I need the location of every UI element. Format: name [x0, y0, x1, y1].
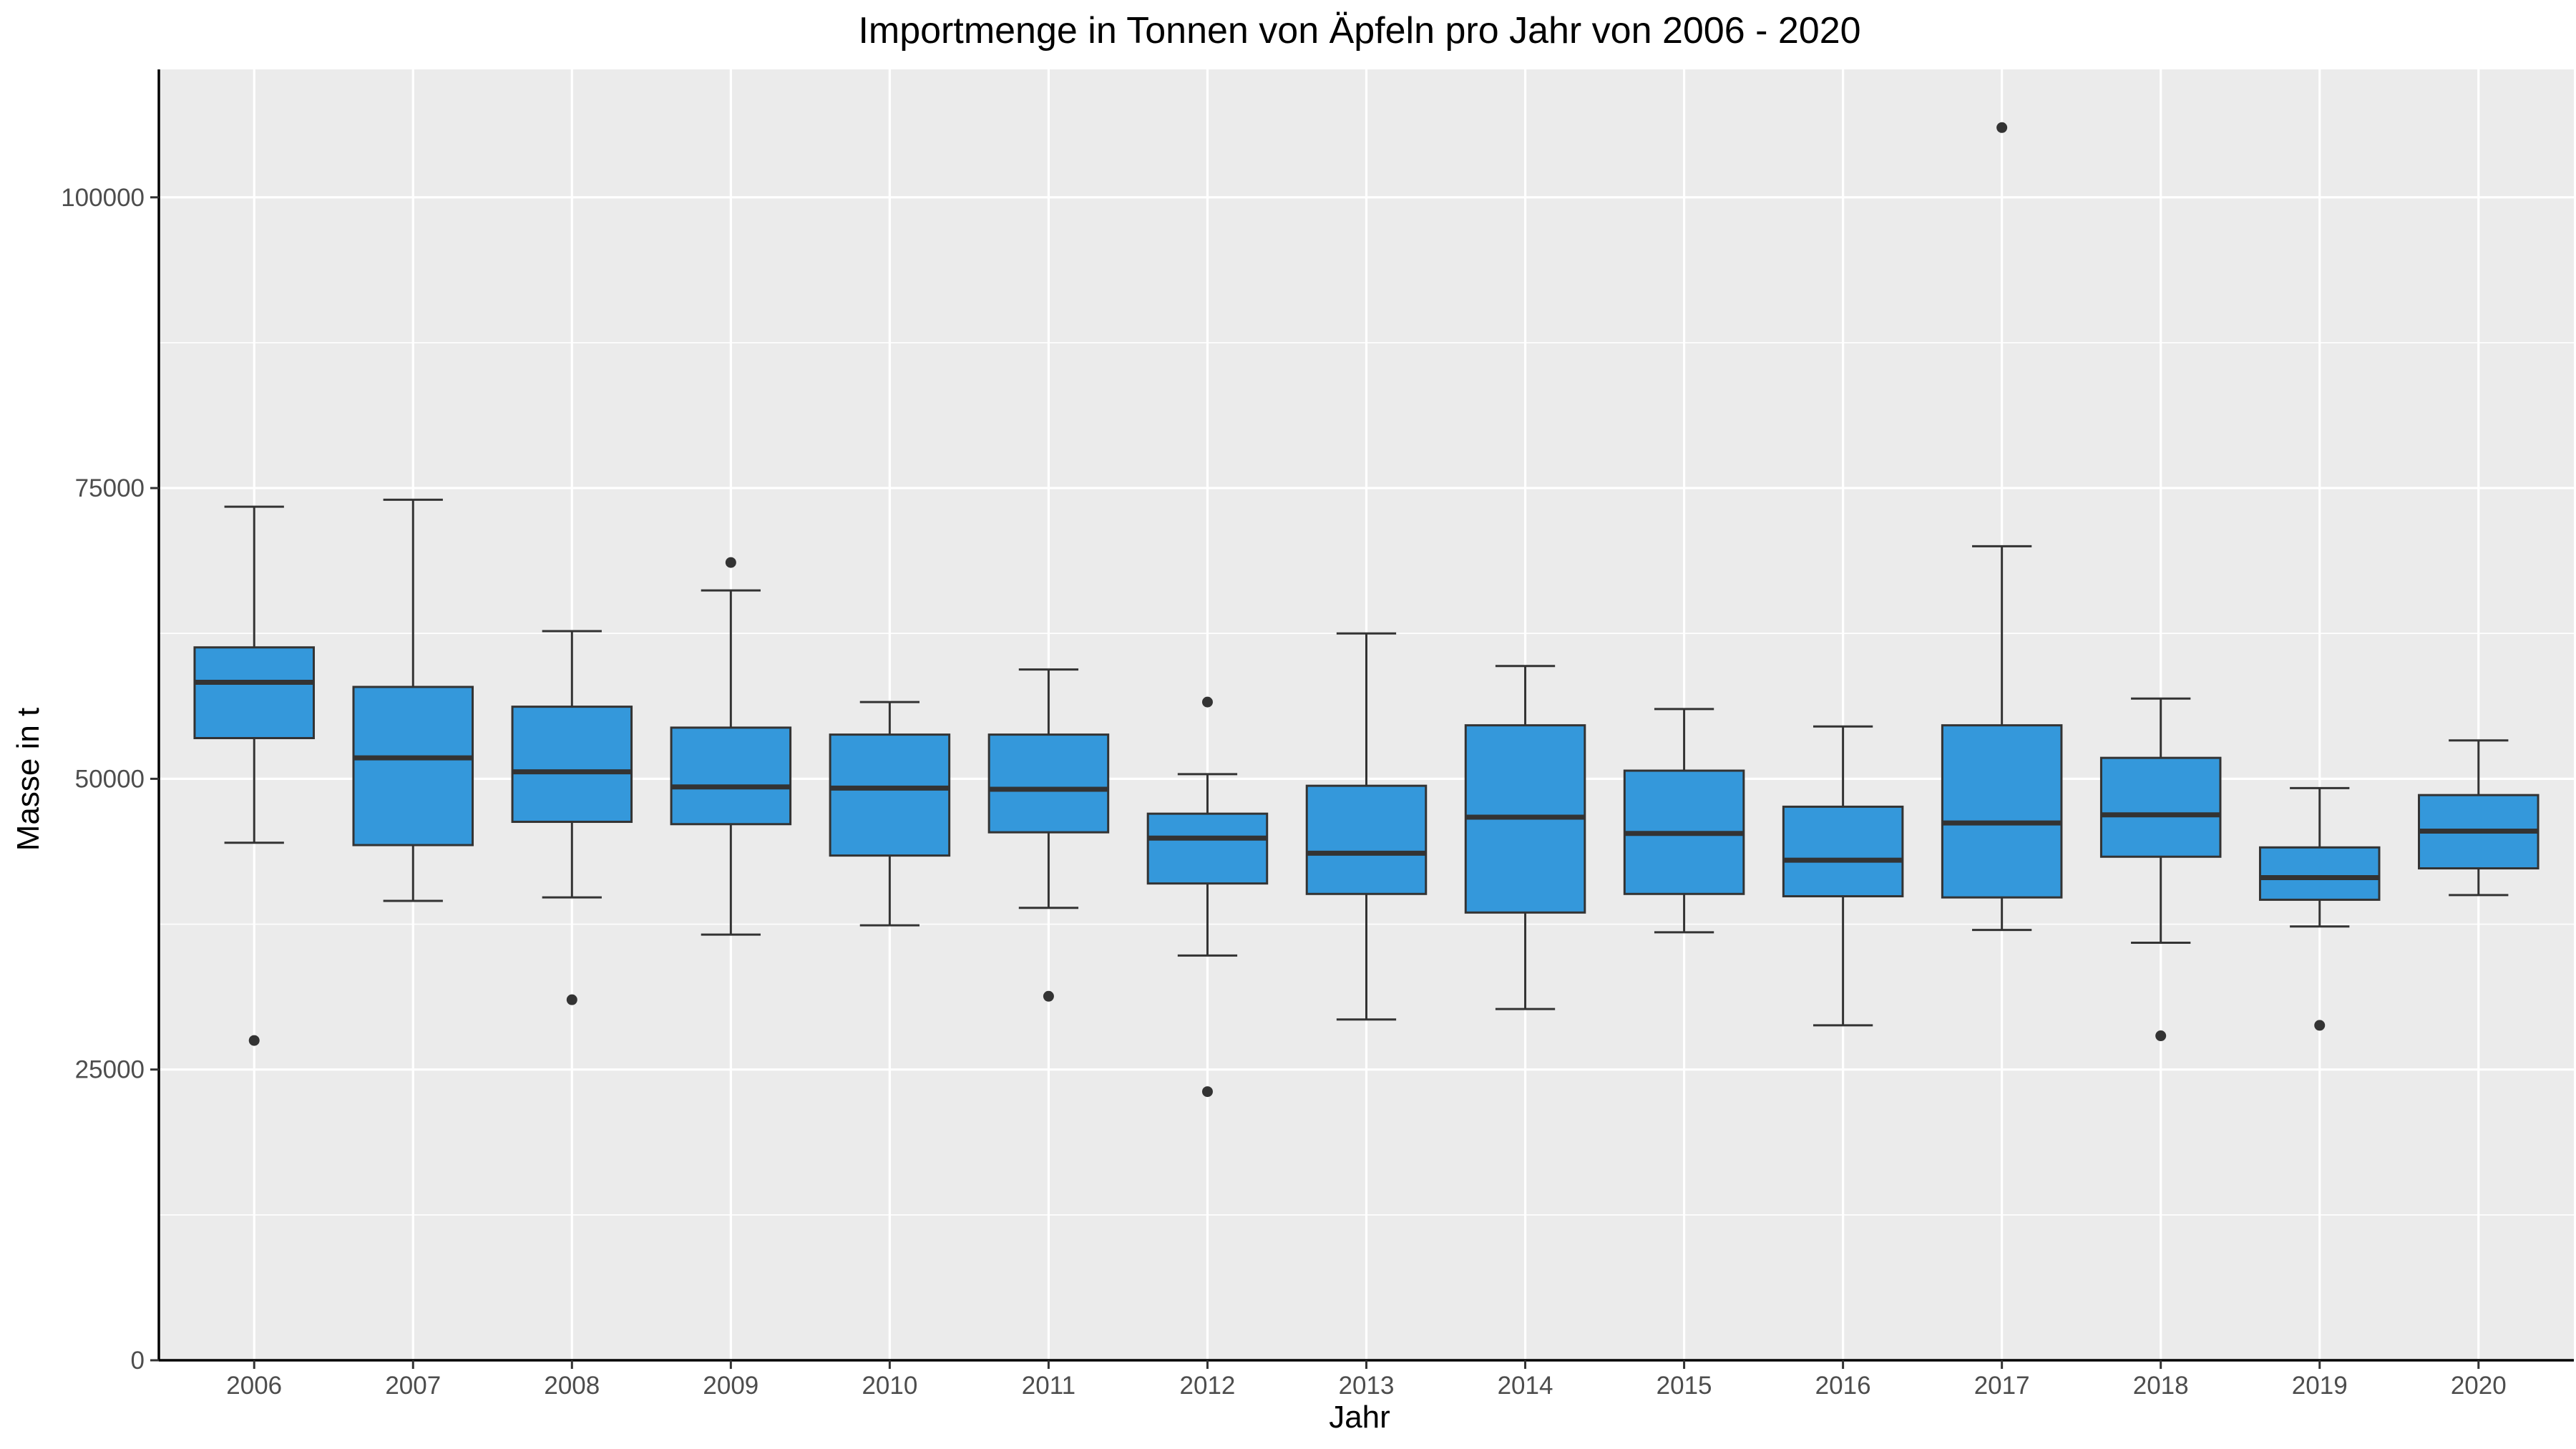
x-axis-title: Jahr	[1329, 1400, 1390, 1435]
boxes-layer	[193, 122, 2540, 1098]
outlier-point	[1043, 990, 1054, 1002]
box-2018	[2099, 697, 2222, 1042]
outlier-point	[248, 1035, 260, 1046]
outlier-point	[566, 994, 577, 1005]
box-2019	[2258, 786, 2381, 1031]
chart-title: Importmenge in Tonnen von Äpfeln pro Jah…	[858, 10, 1860, 52]
box-iqr	[193, 646, 315, 740]
x-tick-label: 2014	[1498, 1372, 1553, 1400]
box-2006	[193, 505, 315, 1046]
box-2008	[511, 630, 633, 1005]
y-tick-label: 50000	[75, 765, 145, 793]
y-axis-title: Masse in t	[11, 708, 46, 852]
box-iqr	[1305, 784, 1428, 895]
x-tick-label: 2016	[1815, 1372, 1871, 1400]
y-tick-label: 100000	[61, 184, 145, 212]
box-iqr	[987, 733, 1110, 834]
box-2014	[1464, 665, 1586, 1010]
box-2012	[1146, 696, 1269, 1098]
outlier-point	[1201, 696, 1213, 708]
y-tick-label: 0	[131, 1347, 145, 1375]
x-tick-label: 2013	[1339, 1372, 1395, 1400]
x-tick-label: 2018	[2133, 1372, 2189, 1400]
box-iqr	[352, 686, 474, 847]
box-2013	[1305, 632, 1428, 1021]
outlier-point	[2314, 1020, 2326, 1031]
y-axis-ticks: 0 25000 50000 75000 100000	[61, 184, 159, 1375]
y-tick-label: 25000	[75, 1056, 145, 1084]
box-2007	[352, 498, 474, 902]
box-2016	[1782, 725, 1904, 1027]
x-tick-label: 2011	[1022, 1372, 1075, 1400]
outlier-point	[725, 557, 736, 568]
box-iqr	[670, 726, 792, 826]
box-iqr	[2258, 846, 2381, 901]
x-tick-label: 2015	[1657, 1372, 1712, 1400]
x-tick-label: 2009	[703, 1372, 758, 1400]
box-2011	[987, 668, 1110, 1002]
outlier-point	[1201, 1086, 1213, 1098]
box-iqr	[829, 733, 951, 857]
outlier-point	[1996, 122, 2008, 133]
box-iqr	[511, 706, 633, 824]
x-tick-label: 2006	[226, 1372, 282, 1400]
box-2020	[2418, 739, 2540, 897]
outlier-point	[2155, 1030, 2167, 1042]
y-tick-label: 75000	[75, 474, 145, 502]
x-tick-label: 2008	[544, 1372, 600, 1400]
x-axis-ticks: 2006 2007 2008 2009 2010 2011 2012 2013 2014 2015…	[226, 1360, 2507, 1400]
x-tick-label: 2007	[385, 1372, 441, 1400]
x-tick-label: 2010	[862, 1372, 917, 1400]
x-tick-label: 2017	[1974, 1372, 2030, 1400]
box-iqr	[1782, 805, 1904, 898]
box-iqr	[2099, 756, 2222, 858]
box-iqr	[1146, 812, 1269, 885]
box-iqr	[1941, 724, 2063, 899]
box-2015	[1623, 708, 1745, 934]
x-tick-label: 2019	[2292, 1372, 2348, 1400]
x-tick-label: 2012	[1180, 1372, 1236, 1400]
box-2017	[1941, 122, 2063, 932]
box-2010	[829, 701, 951, 927]
x-tick-label: 2020	[2451, 1372, 2507, 1400]
box-2009	[670, 557, 792, 936]
